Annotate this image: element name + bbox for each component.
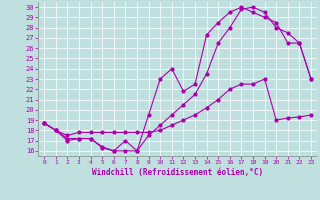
X-axis label: Windchill (Refroidissement éolien,°C): Windchill (Refroidissement éolien,°C) — [92, 168, 263, 177]
